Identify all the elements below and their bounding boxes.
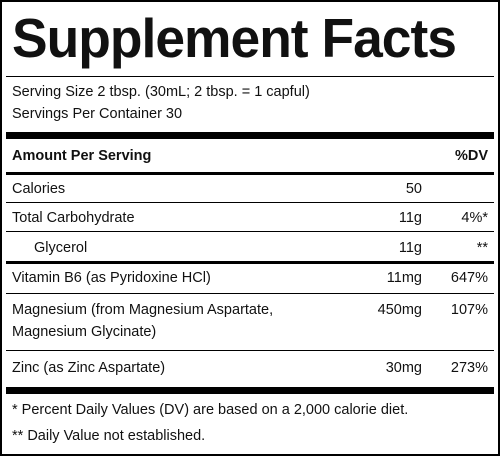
thick-row-divider bbox=[6, 261, 494, 264]
row-carbohydrate-amount: 11g bbox=[398, 210, 422, 226]
row-magnesium-name-line1: Magnesium (from Magnesium Aspartate, bbox=[12, 302, 274, 318]
row-divider bbox=[6, 293, 494, 294]
row-glycerol-dv: ** bbox=[476, 240, 488, 256]
row-magnesium-dv: 107% bbox=[450, 302, 488, 318]
servings-per-container: Servings Per Container 30 bbox=[12, 106, 183, 122]
row-glycerol-name: Glycerol bbox=[34, 240, 88, 256]
row-calories-name: Calories bbox=[12, 181, 66, 197]
serving-size: Serving Size 2 tbsp. (30mL; 2 tbsp. = 1 … bbox=[12, 84, 310, 100]
row-zinc-dv: 273% bbox=[450, 360, 488, 376]
row-glycerol-amount: 11g bbox=[398, 240, 422, 256]
footnote-dv: * Percent Daily Values (DV) are based on… bbox=[12, 402, 409, 418]
dv-header: %DV bbox=[454, 148, 488, 164]
row-zinc-amount: 30mg bbox=[385, 360, 422, 376]
row-carbohydrate-dv: 4%* bbox=[461, 210, 488, 226]
row-zinc-name: Zinc (as Zinc Aspartate) bbox=[12, 360, 166, 376]
row-magnesium-amount: 450mg bbox=[377, 302, 422, 318]
row-divider bbox=[6, 350, 494, 351]
row-magnesium-name-line2: Magnesium Glycinate) bbox=[12, 324, 157, 340]
row-calories-amount: 50 bbox=[405, 181, 422, 197]
thick-divider bbox=[6, 132, 494, 139]
panel-title: Supplement Facts bbox=[12, 7, 457, 69]
thick-divider bbox=[6, 387, 494, 394]
row-vitamin-b6-dv: 647% bbox=[450, 270, 488, 286]
row-vitamin-b6-amount: 11mg bbox=[386, 270, 422, 286]
row-vitamin-b6-name: Vitamin B6 (as Pyridoxine HCl) bbox=[12, 270, 211, 286]
row-divider bbox=[6, 202, 494, 203]
amount-per-serving-header: Amount Per Serving bbox=[12, 148, 152, 164]
footnote-not-established: ** Daily Value not established. bbox=[12, 428, 206, 444]
header-divider bbox=[6, 172, 494, 175]
row-divider bbox=[6, 231, 494, 232]
divider bbox=[6, 76, 494, 77]
row-carbohydrate-name: Total Carbohydrate bbox=[12, 210, 135, 226]
